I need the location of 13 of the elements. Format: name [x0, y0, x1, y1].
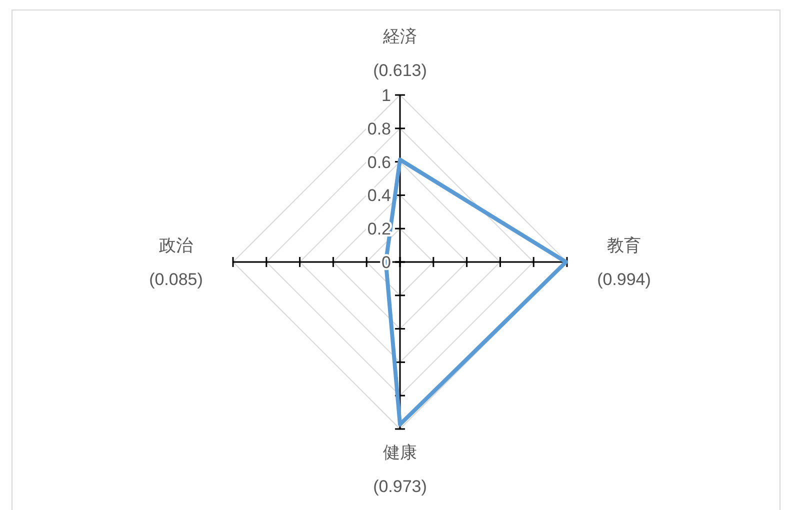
spoke-label: 教育 — [607, 236, 641, 255]
text: (0.613) — [373, 60, 427, 80]
spoke-label: 経済 — [382, 26, 417, 46]
spoke-label: 政治 — [159, 236, 193, 255]
text: (0.973) — [373, 476, 427, 496]
y-tick-label: 0 — [382, 252, 391, 272]
text: (0.994) — [597, 270, 651, 289]
y-tick-label: 0.6 — [367, 152, 391, 172]
text: (0.085) — [149, 270, 203, 289]
spoke-label: 健康 — [383, 442, 417, 462]
y-tick-label: 1 — [382, 86, 391, 105]
y-tick-label: 0.4 — [367, 186, 391, 206]
y-tick-label: 0.8 — [367, 119, 391, 138]
